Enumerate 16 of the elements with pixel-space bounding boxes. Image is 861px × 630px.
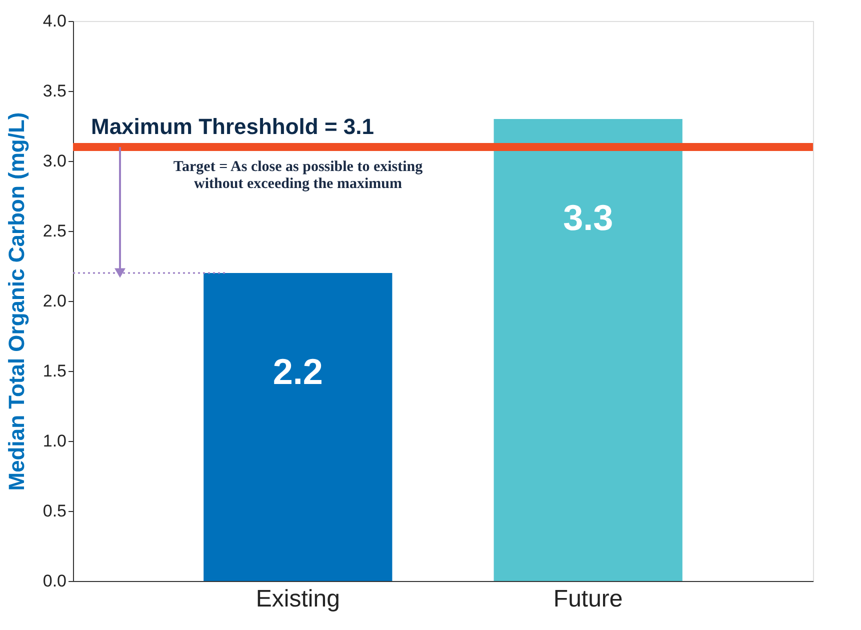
y-tick-label: 2.0	[42, 292, 66, 310]
annotation: Target = As close as possible to existing without exceeding the maximum	[173, 159, 424, 192]
x-tick-label: Future	[553, 586, 623, 612]
y-tick-label: 3.0	[42, 152, 66, 170]
y-tick-label: 4.0	[42, 12, 66, 30]
data-label: 2.2	[272, 351, 323, 392]
x-tick-label: Existing	[256, 586, 340, 612]
y-axis-title: Median Total Organic Carbon (mg/L)	[4, 112, 29, 491]
y-tick-label: 2.5	[42, 222, 66, 240]
ref-line-label: Maximum Threshhold = 3.1	[91, 114, 374, 139]
data-label: 3.3	[563, 197, 614, 238]
y-tick-label: 1.5	[42, 362, 66, 380]
y-tick-label: 3.5	[42, 82, 66, 100]
y-tick-label: 0.5	[42, 502, 66, 520]
y-tick-label: 0.0	[42, 572, 66, 590]
y-tick-label: 1.0	[42, 432, 66, 450]
